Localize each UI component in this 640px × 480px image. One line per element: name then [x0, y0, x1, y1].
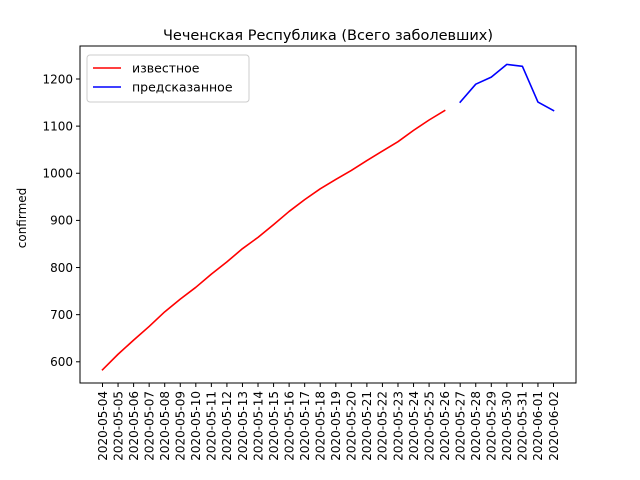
- x-tick-label: 2020-05-06: [127, 391, 141, 461]
- x-tick-label: 2020-05-29: [485, 391, 499, 461]
- x-tick-label: 2020-05-05: [111, 391, 125, 461]
- y-tick-label: 1100: [42, 119, 73, 133]
- y-tick-label: 1000: [42, 167, 73, 181]
- x-tick-label: 2020-05-28: [469, 391, 483, 461]
- x-tick-label: 2020-05-13: [236, 391, 250, 461]
- x-tick-label: 2020-05-25: [422, 391, 436, 461]
- x-tick-label: 2020-05-26: [438, 391, 452, 461]
- y-tick-label: 600: [50, 355, 73, 369]
- x-tick-label: 2020-05-16: [282, 391, 296, 461]
- x-tick-label: 2020-05-04: [96, 391, 110, 461]
- y-axis: 600 700 800 900 1000 1100 1200: [42, 72, 80, 369]
- x-tick-label: 2020-05-23: [391, 391, 405, 461]
- x-tick-label: 2020-05-09: [174, 391, 188, 461]
- plot-area: [79, 45, 577, 384]
- y-tick-label: 800: [50, 261, 73, 275]
- x-tick-label: 2020-05-15: [267, 391, 281, 461]
- legend-label-1: известное: [132, 61, 200, 76]
- x-tick-label: 2020-05-17: [298, 391, 312, 461]
- x-tick-label: 2020-05-21: [360, 391, 374, 461]
- x-tick-label: 2020-05-12: [220, 391, 234, 461]
- x-tick-label: 2020-05-31: [516, 391, 530, 461]
- x-tick-label: 2020-05-07: [142, 391, 156, 461]
- x-axis: 2020-05-04 2020-05-05 2020-05-06 2020-05-07…: [96, 383, 561, 461]
- x-tick-label: 2020-05-20: [345, 391, 359, 461]
- x-tick-label: 2020-05-27: [453, 391, 467, 461]
- y-tick-label: 700: [50, 308, 73, 322]
- series-line-2: [459, 63, 555, 112]
- x-tick-label: 2020-05-08: [158, 391, 172, 461]
- series-line-1: [101, 109, 446, 371]
- x-tick-label: 2020-05-22: [376, 391, 390, 461]
- legend: известное предсказанное: [86, 54, 250, 103]
- legend-box: [86, 54, 250, 103]
- chart-title: Чеченская Республика (Всего заболевших): [163, 28, 493, 44]
- x-tick-label: 2020-05-19: [329, 391, 343, 461]
- y-tick-label: 1200: [42, 72, 73, 86]
- x-tick-label: 2020-06-02: [547, 391, 561, 461]
- y-tick-label: 900: [50, 214, 73, 228]
- x-tick-label: 2020-05-24: [407, 391, 421, 461]
- y-axis-label: confirmed: [15, 188, 29, 249]
- x-tick-label: 2020-06-01: [531, 391, 545, 461]
- legend-label-2: предсказанное: [132, 80, 233, 95]
- x-tick-label: 2020-05-18: [314, 391, 328, 461]
- x-tick-label: 2020-05-14: [251, 391, 265, 461]
- x-tick-label: 2020-05-11: [205, 391, 219, 461]
- plot-frame: [79, 45, 577, 384]
- x-tick-label: 2020-05-30: [500, 391, 514, 461]
- x-tick-label: 2020-05-10: [189, 391, 203, 461]
